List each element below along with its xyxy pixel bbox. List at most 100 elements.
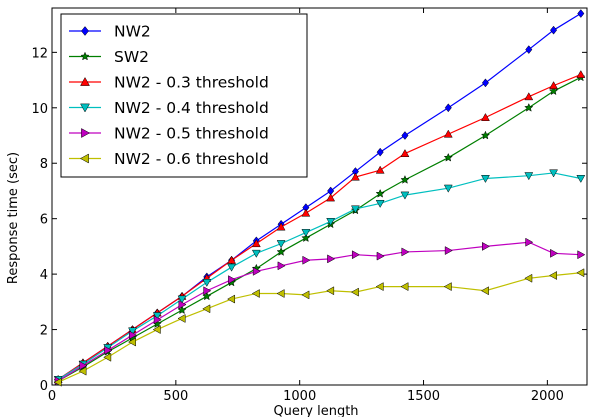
data-point xyxy=(400,191,410,200)
data-point xyxy=(301,229,311,238)
legend-item: NW2 - 0.6 threshold xyxy=(69,150,269,168)
data-point xyxy=(326,193,336,202)
data-point xyxy=(375,188,385,198)
data-point xyxy=(152,325,161,334)
y-tick-label: 8 xyxy=(40,157,48,172)
data-point xyxy=(178,300,187,310)
data-point xyxy=(302,255,311,265)
data-point xyxy=(444,103,452,113)
y-tick-label: 0 xyxy=(40,379,48,394)
data-point xyxy=(443,282,452,292)
data-point xyxy=(350,205,360,214)
x-tick-label: 2000 xyxy=(531,389,564,404)
data-point xyxy=(128,327,137,336)
data-point xyxy=(177,314,186,323)
data-point xyxy=(401,131,409,140)
legend-box xyxy=(60,13,308,178)
legend-marker xyxy=(80,76,90,86)
data-point xyxy=(443,152,453,162)
x-tick-label: 500 xyxy=(163,389,188,404)
legend-item: NW2 - 0.4 threshold xyxy=(69,99,269,117)
legend-label: SW2 xyxy=(114,48,149,66)
legend-item: NW2 xyxy=(69,23,151,41)
data-point xyxy=(525,45,533,54)
data-point xyxy=(227,263,236,272)
legend-label: NW2 - 0.6 threshold xyxy=(114,150,269,168)
data-point xyxy=(79,361,88,371)
legend-marker xyxy=(81,26,89,36)
data-point xyxy=(480,130,491,140)
data-point xyxy=(577,250,586,260)
series-3 xyxy=(53,169,586,384)
data-point xyxy=(152,312,162,321)
y-tick-label: 4 xyxy=(40,268,48,283)
data-point xyxy=(576,268,585,278)
data-point xyxy=(350,287,359,297)
data-point xyxy=(481,78,489,88)
series-line xyxy=(57,272,581,383)
data-point xyxy=(153,315,162,325)
data-point xyxy=(549,169,558,178)
data-point xyxy=(301,290,310,300)
data-point xyxy=(227,294,236,304)
legend-label: NW2 - 0.5 threshold xyxy=(114,125,269,143)
data-point xyxy=(53,377,62,387)
data-point xyxy=(400,175,410,184)
legend-marker xyxy=(80,51,90,61)
data-point xyxy=(177,295,187,304)
data-point xyxy=(524,273,533,283)
series-line xyxy=(57,76,582,382)
data-point xyxy=(350,172,360,181)
data-point xyxy=(202,304,211,314)
data-point xyxy=(524,102,534,112)
data-point xyxy=(351,250,360,260)
legend: NW2 SW2 NW2 - 0.3 threshold NW2 - 0.4 thres… xyxy=(60,13,308,178)
data-point xyxy=(524,92,534,101)
data-point xyxy=(525,237,534,247)
data-point xyxy=(301,233,311,243)
data-point xyxy=(376,147,384,157)
data-point xyxy=(276,247,286,256)
data-point xyxy=(577,9,585,18)
x-tick-label: 0 xyxy=(48,389,56,404)
legend-label: NW2 xyxy=(114,23,151,41)
data-point xyxy=(524,172,534,181)
data-point xyxy=(375,199,385,208)
data-point xyxy=(550,248,559,258)
legend-marker xyxy=(80,103,90,113)
x-tick-label: 1500 xyxy=(407,389,440,404)
data-point xyxy=(481,175,490,183)
series-4 xyxy=(54,237,586,386)
series-line xyxy=(57,73,582,380)
data-point xyxy=(376,251,385,261)
y-tick-label: 10 xyxy=(31,102,48,117)
axes-frame xyxy=(51,7,588,386)
data-point xyxy=(481,112,490,121)
data-point xyxy=(400,282,409,292)
data-point xyxy=(375,282,384,292)
legend-label: NW2 - 0.3 threshold xyxy=(114,74,269,92)
data-point xyxy=(444,246,453,255)
legend-item: NW2 - 0.3 threshold xyxy=(69,74,269,92)
data-point xyxy=(227,255,236,264)
data-point xyxy=(103,352,112,362)
data-point xyxy=(481,241,490,251)
data-point xyxy=(326,217,336,226)
data-point xyxy=(203,286,212,296)
data-point xyxy=(276,240,286,249)
plot-area: 0 500 1000 1500 2000 0 2 4 6 8 10 12 xyxy=(31,7,588,404)
data-point xyxy=(400,149,410,157)
data-point xyxy=(443,184,453,193)
legend-label: NW2 - 0.4 threshold xyxy=(114,99,269,117)
data-point xyxy=(327,254,336,264)
data-point xyxy=(301,208,311,217)
y-tick-label: 2 xyxy=(40,324,48,339)
data-point xyxy=(576,175,586,183)
data-point xyxy=(228,275,237,285)
series-5 xyxy=(53,268,585,387)
data-point xyxy=(104,345,113,355)
data-point xyxy=(129,330,138,340)
legend-item: SW2 xyxy=(69,48,149,66)
y-tick-label: 6 xyxy=(40,213,48,228)
